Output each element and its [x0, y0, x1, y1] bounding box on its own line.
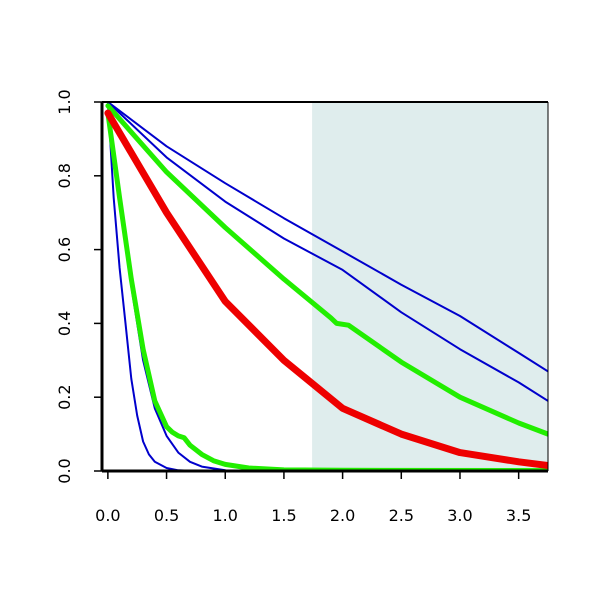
axes-layer: 0.0 0.5 1.0 1.5 2.0 2.5 3.0 3.5 0.0 0.2 0.4 0.6 0.8 1…	[55, 89, 549, 525]
y-tick-label: 0.2	[55, 384, 74, 409]
x-tick-label: 1.0	[213, 506, 238, 525]
series-line-1	[106, 102, 197, 471]
series-line-4	[106, 102, 548, 373]
y-tick-label: 0.6	[55, 237, 74, 262]
x-tick-label: 1.5	[271, 506, 296, 525]
x-tick-label: 3.0	[447, 506, 472, 525]
series-line-3	[106, 102, 548, 402]
x-tick-label: 3.5	[506, 506, 531, 525]
series-line-6	[105, 103, 548, 437]
y-tick-label: 0.8	[55, 163, 74, 188]
x-tick-label: 2.0	[330, 506, 355, 525]
series-line-7	[104, 109, 548, 469]
y-tick-label: 1.0	[55, 89, 74, 114]
series-line-5	[105, 110, 548, 471]
x-tick-label: 2.5	[389, 506, 414, 525]
shaded-region-layer	[312, 102, 548, 471]
series-layer	[104, 102, 548, 471]
y-tick-label: 0.4	[55, 311, 74, 336]
shaded-region	[312, 102, 548, 471]
x-tick-label: 0.5	[154, 506, 179, 525]
y-tick-label: 0.0	[55, 458, 74, 483]
x-tick-label: 0.0	[95, 506, 120, 525]
